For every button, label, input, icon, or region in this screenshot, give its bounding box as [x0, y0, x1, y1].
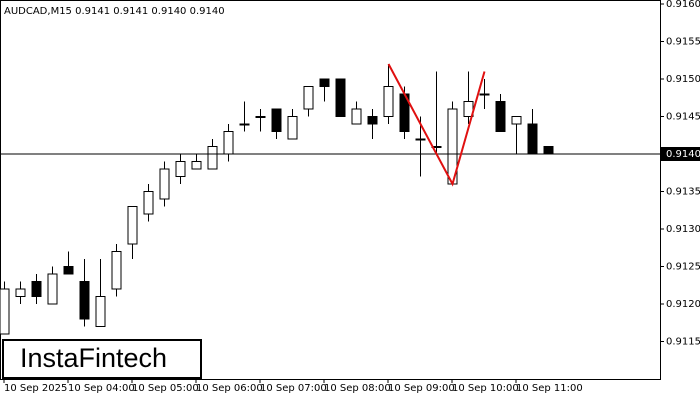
candle-body — [47, 273, 58, 305]
candle-body — [191, 161, 202, 170]
candle-body — [479, 93, 490, 96]
x-tick-label: 10 Sep 05:00 — [132, 383, 199, 394]
candle-body — [287, 116, 298, 140]
x-tick-label: 10 Sep 2025 — [4, 383, 67, 394]
candle-body — [511, 116, 522, 125]
candle-body — [415, 138, 426, 141]
candle-body — [271, 108, 282, 132]
x-tick-label: 10 Sep 09:00 — [388, 383, 455, 394]
candle-body — [0, 288, 10, 335]
candle-body — [543, 146, 554, 155]
candle-body — [319, 78, 330, 87]
x-tick-label: 10 Sep 08:00 — [324, 383, 391, 394]
plot-frame — [0, 0, 661, 380]
x-tick-label: 10 Sep 11:00 — [516, 383, 583, 394]
candle-body — [383, 86, 394, 117]
y-tick-label: 0.9120 — [666, 299, 700, 310]
plot-area — [0, 63, 660, 335]
candle-body — [127, 206, 138, 245]
candle-body — [303, 86, 314, 110]
y-tick-label: 0.9150 — [666, 74, 700, 85]
x-tick-label: 10 Sep 06:00 — [196, 383, 263, 394]
candle-body — [335, 78, 346, 117]
y-tick-label: 0.9145 — [666, 112, 700, 123]
chart-title: AUDCAD,M15 0.9141 0.9141 0.9140 0.9140 — [4, 6, 225, 17]
candle-body — [63, 266, 74, 275]
candle-body — [351, 108, 362, 125]
candle-body — [255, 116, 266, 118]
price-tag — [660, 147, 700, 161]
candle-body — [95, 296, 106, 327]
candle-body — [495, 101, 506, 132]
candle-body — [111, 251, 122, 290]
candle-body — [175, 161, 186, 177]
candle-body — [367, 116, 378, 125]
logo-box — [2, 339, 202, 379]
candle-body — [143, 191, 154, 215]
price-tag-label: 0.9140 — [666, 149, 700, 160]
x-tick-label: 10 Sep 10:00 — [452, 383, 519, 394]
candle-body — [207, 146, 218, 170]
candle-body — [15, 288, 26, 297]
y-tick-label: 0.9125 — [666, 262, 700, 273]
y-tick-label: 0.9130 — [666, 224, 700, 235]
x-tick-label: 10 Sep 07:00 — [260, 383, 327, 394]
candle-body — [159, 168, 170, 200]
y-tick-label: 0.9160 — [666, 0, 700, 10]
y-tick-label: 0.9155 — [666, 37, 700, 48]
y-tick-label: 0.9135 — [666, 187, 700, 198]
y-tick-label: 0.9115 — [666, 337, 700, 348]
logo: InstaFintech — [20, 343, 167, 373]
candle-body — [31, 281, 42, 297]
candle-body — [223, 131, 234, 155]
candle-body — [527, 123, 538, 155]
candle-body — [239, 123, 250, 126]
candle-body — [79, 281, 90, 320]
pattern-line — [387, 63, 486, 187]
x-tick-label: 10 Sep 04:00 — [68, 383, 135, 394]
